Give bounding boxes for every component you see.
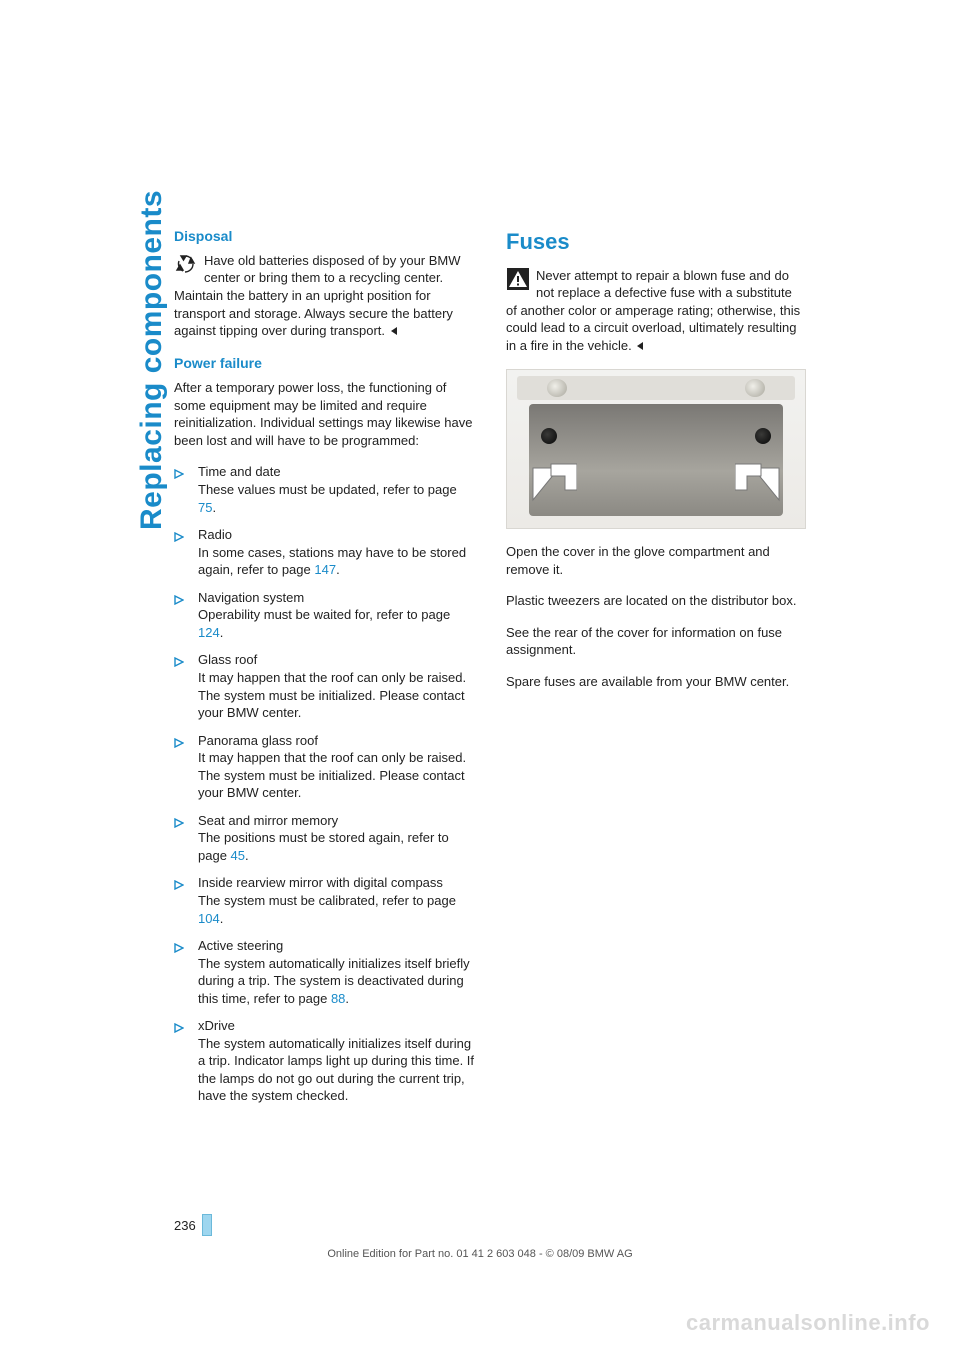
list-item: RadioIn some cases, stations may have to… [174, 526, 474, 579]
list-item-title: Glass roof [198, 651, 474, 669]
fuses-warning-block: Never attempt to repair a blown fuse and… [506, 267, 806, 356]
list-item-body: In some cases, stations may have to be s… [198, 544, 474, 579]
triangle-bullet-icon [174, 877, 184, 895]
list-item: Seat and mirror memoryThe positions must… [174, 812, 474, 865]
list-item-body: The system automatically initializes its… [198, 1035, 474, 1105]
triangle-bullet-icon [174, 654, 184, 672]
fuses-warning-text: Never attempt to repair a blown fuse and… [506, 267, 806, 356]
disposal-body: Have old batteries disposed of by your B… [174, 253, 461, 338]
page: Replacing components Disposal [0, 0, 960, 1358]
triangle-bullet-icon [174, 466, 184, 484]
list-item: Active steeringThe system automatically … [174, 937, 474, 1007]
list-item-title: Active steering [198, 937, 474, 955]
list-item-title: Radio [198, 526, 474, 544]
power-failure-list: Time and dateThese values must be update… [174, 463, 474, 1105]
fuses-warning-body: Never attempt to repair a blown fuse and… [506, 268, 800, 353]
page-marker-icon [202, 1214, 212, 1236]
list-item-title: Seat and mirror memory [198, 812, 474, 830]
recycle-icon [174, 252, 198, 281]
list-item-body: The system must be calibrated, refer to … [198, 892, 474, 927]
left-column: Disposal Have old [174, 227, 474, 1115]
disposal-block: Have old batteries disposed of by your B… [174, 252, 474, 341]
list-item-title: Time and date [198, 463, 474, 481]
heading-disposal: Disposal [174, 227, 474, 246]
list-item-body: It may happen that the roof can only be … [198, 669, 474, 722]
heading-fuses: Fuses [506, 227, 806, 257]
section-title-vertical: Replacing components [135, 190, 169, 530]
footer-text: Online Edition for Part no. 01 41 2 603 … [327, 1248, 632, 1260]
list-item-title: Panorama glass roof [198, 732, 474, 750]
triangle-bullet-icon [174, 529, 184, 547]
end-mark-icon [635, 338, 645, 356]
power-failure-intro: After a temporary power loss, the functi… [174, 379, 474, 449]
fuses-p1: Open the cover in the glove compartment … [506, 543, 806, 578]
fuses-p2: Plastic tweezers are located on the dist… [506, 592, 806, 610]
list-item-body: These values must be updated, refer to p… [198, 481, 474, 516]
arrow-right-icon [735, 458, 781, 507]
warning-icon [506, 267, 530, 296]
fuses-p3: See the rear of the cover for informatio… [506, 624, 806, 659]
triangle-bullet-icon [174, 1020, 184, 1038]
page-reference-link[interactable]: 147 [314, 562, 336, 577]
page-reference-link[interactable]: 104 [198, 911, 220, 926]
page-number-value: 236 [174, 1218, 196, 1233]
page-reference-link[interactable]: 45 [231, 848, 245, 863]
triangle-bullet-icon [174, 815, 184, 833]
right-column: Fuses Never attempt to repair a blown fu… [506, 227, 806, 1115]
end-mark-icon [389, 323, 399, 341]
list-item: Panorama glass roofIt may happen that th… [174, 732, 474, 802]
fuse-cover-figure [506, 369, 806, 529]
page-reference-link[interactable]: 75 [198, 500, 212, 515]
list-item: Time and dateThese values must be update… [174, 463, 474, 516]
page-reference-link[interactable]: 88 [331, 991, 345, 1006]
list-item-body: The positions must be stored again, refe… [198, 829, 474, 864]
list-item: Navigation systemOperability must be wai… [174, 589, 474, 642]
content-columns: Disposal Have old [174, 227, 880, 1115]
page-reference-link[interactable]: 124 [198, 625, 220, 640]
watermark-text: carmanualsonline.info [686, 1310, 930, 1336]
list-item: Inside rearview mirror with digital comp… [174, 874, 474, 927]
triangle-bullet-icon [174, 735, 184, 753]
list-item: xDriveThe system automatically initializ… [174, 1017, 474, 1105]
list-item-title: xDrive [198, 1017, 474, 1035]
fuses-p4: Spare fuses are available from your BMW … [506, 673, 806, 691]
page-number: 236 [174, 1214, 212, 1236]
list-item-title: Navigation system [198, 589, 474, 607]
disposal-text: Have old batteries disposed of by your B… [174, 252, 474, 341]
list-item-body: Operability must be waited for, refer to… [198, 606, 474, 641]
triangle-bullet-icon [174, 592, 184, 610]
triangle-bullet-icon [174, 940, 184, 958]
heading-power-failure: Power failure [174, 354, 474, 373]
arrow-left-icon [531, 458, 577, 507]
list-item-title: Inside rearview mirror with digital comp… [198, 874, 474, 892]
list-item-body: The system automatically initializes its… [198, 955, 474, 1008]
list-item: Glass roofIt may happen that the roof ca… [174, 651, 474, 721]
list-item-body: It may happen that the roof can only be … [198, 749, 474, 802]
